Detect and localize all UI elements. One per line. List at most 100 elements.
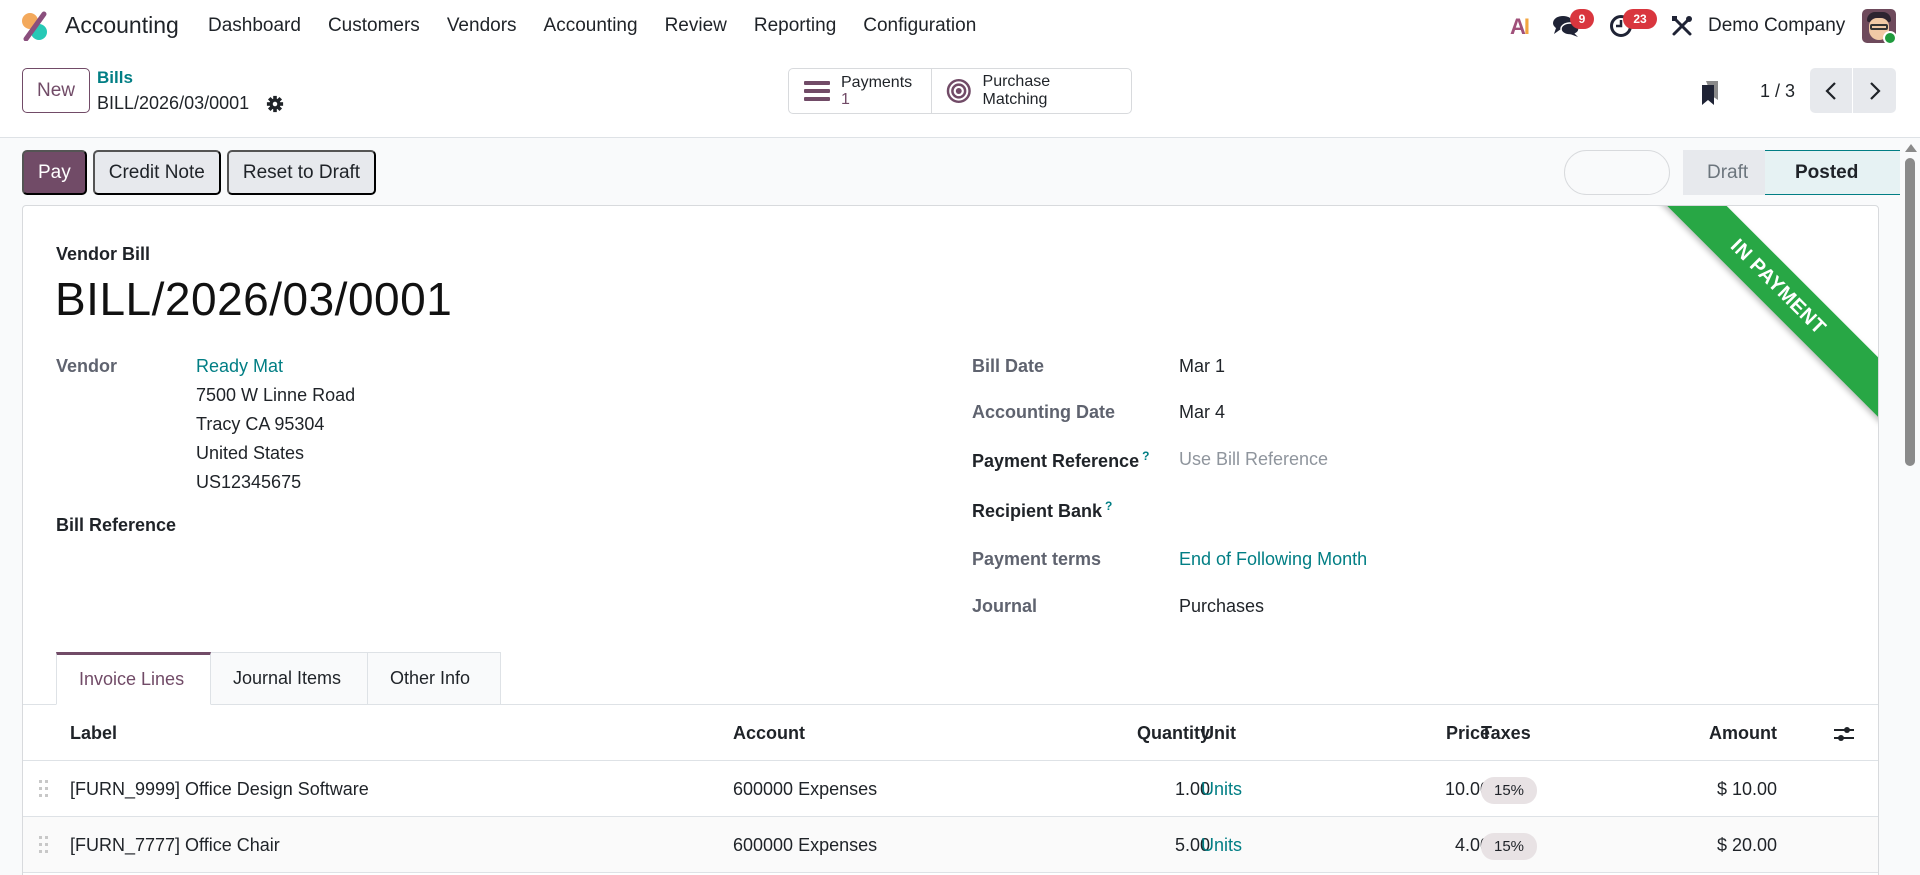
tax-badge: 15% <box>1481 776 1538 804</box>
col-account[interactable]: Account <box>733 723 805 743</box>
payment-terms-link[interactable]: End of Following Month <box>1179 549 1368 569</box>
cell-label: [FURN_7777] Office Chair <box>70 835 280 855</box>
smart-buttons: Payments 1 Purchase Matching <box>788 68 1132 114</box>
tax-badge: 15% <box>1481 832 1538 860</box>
payments-label: Payments <box>841 74 913 91</box>
vertical-scrollbar[interactable] <box>1900 138 1920 875</box>
status-pill-empty[interactable] <box>1564 150 1670 195</box>
menu-vendors[interactable]: Vendors <box>446 15 517 36</box>
table-row[interactable]: [FURN_7777] Office Chair 600000 Expenses… <box>23 817 1878 873</box>
cell-price: 10.00 <box>1444 779 1490 799</box>
cell-price: 4.00 <box>1454 835 1490 855</box>
bill-date-value[interactable]: Mar 1 <box>1179 356 1226 376</box>
menu-dashboard[interactable]: Dashboard <box>208 15 301 36</box>
tab-other-info[interactable]: Other Info <box>368 652 501 705</box>
document-title: BILL/2026/03/0001 <box>55 273 453 325</box>
table-header: Label Account Quantity Unit Price Taxes … <box>23 705 1878 761</box>
payments-smart-button[interactable]: Payments 1 <box>789 69 931 113</box>
stage-draft-label: Draft <box>1707 161 1749 183</box>
stage-posted[interactable]: Posted <box>1765 150 1920 195</box>
menu-review[interactable]: Review <box>664 15 727 36</box>
recipient-bank-label: Recipient Bank? <box>972 499 1112 522</box>
pager-value[interactable]: 1 / 3 <box>1760 81 1796 101</box>
drag-handle-icon[interactable] <box>39 836 49 854</box>
scrollbar-thumb[interactable] <box>1905 158 1915 466</box>
purchase-matching-label: Purchase Matching <box>982 73 1051 108</box>
menu-reporting[interactable]: Reporting <box>753 15 837 36</box>
cell-amount: $ 20.00 <box>1716 835 1777 855</box>
company-switcher[interactable]: Demo Company <box>1708 15 1846 36</box>
main-menu: Dashboard Customers Vendors Accounting R… <box>208 15 1003 37</box>
cell-taxes: 15% <box>1481 817 1538 873</box>
help-tooltip-icon[interactable]: ? <box>1142 449 1150 463</box>
col-quantity[interactable]: Quantity <box>1136 723 1210 743</box>
col-unit[interactable]: Unit <box>1201 723 1236 743</box>
col-price[interactable]: Price <box>1445 723 1490 743</box>
activities-badge: 23 <box>1623 9 1657 29</box>
vendor-label: Vendor <box>56 356 118 376</box>
avatar-hair <box>1867 12 1891 22</box>
new-button[interactable]: New <box>22 68 90 113</box>
in-payment-ribbon: IN PAYMENT <box>1642 206 1878 423</box>
chevron-left-icon <box>1825 81 1836 100</box>
menu-configuration[interactable]: Configuration <box>863 15 977 36</box>
form-sheet: IN PAYMENT Vendor Bill BILL/2026/03/0001… <box>22 205 1879 875</box>
form-content: Pay Credit Note Reset to Draft Draft Pos… <box>0 138 1920 875</box>
cell-unit[interactable]: Units <box>1201 835 1243 855</box>
cell-unit[interactable]: Units <box>1201 779 1243 799</box>
optional-columns-toggle-icon[interactable] <box>1833 724 1855 744</box>
vendor-link[interactable]: Ready Mat <box>196 356 284 376</box>
stage-posted-label: Posted <box>1795 161 1859 183</box>
vendor-address-line: United States <box>196 443 305 463</box>
drag-handle-icon[interactable] <box>39 780 49 798</box>
avatar-glasses <box>1870 24 1888 30</box>
pager-next-button[interactable] <box>1853 68 1896 113</box>
reset-to-draft-button[interactable]: Reset to Draft <box>226 150 377 195</box>
recipient-bank-input[interactable] <box>1179 494 1779 528</box>
col-label[interactable]: Label <box>70 723 118 743</box>
app-name[interactable]: Accounting <box>65 12 179 38</box>
bookmark-icon[interactable] <box>1700 80 1720 106</box>
credit-note-button[interactable]: Credit Note <box>92 150 221 195</box>
help-tooltip-icon[interactable]: ? <box>1105 499 1113 513</box>
pager-buttons <box>1810 68 1896 113</box>
payment-reference-input[interactable]: Use Bill Reference <box>1179 449 1329 469</box>
purchase-matching-smart-button[interactable]: Purchase Matching <box>931 69 1131 113</box>
journal-value[interactable]: Purchases <box>1179 596 1265 616</box>
stage-draft[interactable]: Draft <box>1683 150 1765 195</box>
vendor-address-line: Tracy CA 95304 <box>196 414 325 434</box>
control-panel: New Bills BILL/2026/03/0001 Payments 1 <box>0 52 1920 138</box>
vendor-vat: US12345675 <box>196 472 302 492</box>
pay-button[interactable]: Pay <box>22 150 87 195</box>
payment-reference-label: Payment Reference? <box>972 449 1149 472</box>
breadcrumb-bills[interactable]: Bills <box>97 68 133 87</box>
ai-icon[interactable]: AI <box>1510 14 1530 39</box>
menu-accounting[interactable]: Accounting <box>543 15 638 36</box>
menu-customers[interactable]: Customers <box>327 15 420 36</box>
col-taxes[interactable]: Taxes <box>1481 723 1531 743</box>
gear-icon[interactable] <box>266 95 284 113</box>
online-status-icon <box>1883 31 1897 45</box>
journal-label: Journal <box>972 596 1038 616</box>
cell-account: 600000 Expenses <box>733 779 878 799</box>
pager-previous-button[interactable] <box>1810 68 1853 113</box>
debug-tools-icon[interactable] <box>1670 14 1694 38</box>
accounting-date-label: Accounting Date <box>972 402 1116 422</box>
cell-amount: $ 10.00 <box>1716 779 1777 799</box>
tab-journal-items[interactable]: Journal Items <box>211 652 368 705</box>
notebook-tabs: Invoice Lines Journal Items Other Info <box>56 652 501 705</box>
cell-taxes: 15% <box>1481 761 1538 817</box>
app-logo-icon[interactable] <box>20 11 50 41</box>
status-bar: Draft Posted <box>1683 150 1920 195</box>
document-type: Vendor Bill <box>56 244 151 264</box>
payment-terms-label: Payment terms <box>972 549 1102 569</box>
table-row[interactable]: [FURN_9999] Office Design Software 60000… <box>23 761 1878 817</box>
accounting-date-value[interactable]: Mar 4 <box>1179 402 1226 422</box>
recipient-bank-label-text: Recipient Bank <box>972 501 1103 521</box>
col-amount[interactable]: Amount <box>1709 723 1777 743</box>
cell-label: [FURN_9999] Office Design Software <box>70 779 369 799</box>
bill-reference-input[interactable] <box>196 506 896 540</box>
payment-reference-label-text: Payment Reference <box>972 451 1140 471</box>
tab-invoice-lines[interactable]: Invoice Lines <box>56 652 211 705</box>
scroll-up-arrow-icon[interactable] <box>1905 144 1917 152</box>
